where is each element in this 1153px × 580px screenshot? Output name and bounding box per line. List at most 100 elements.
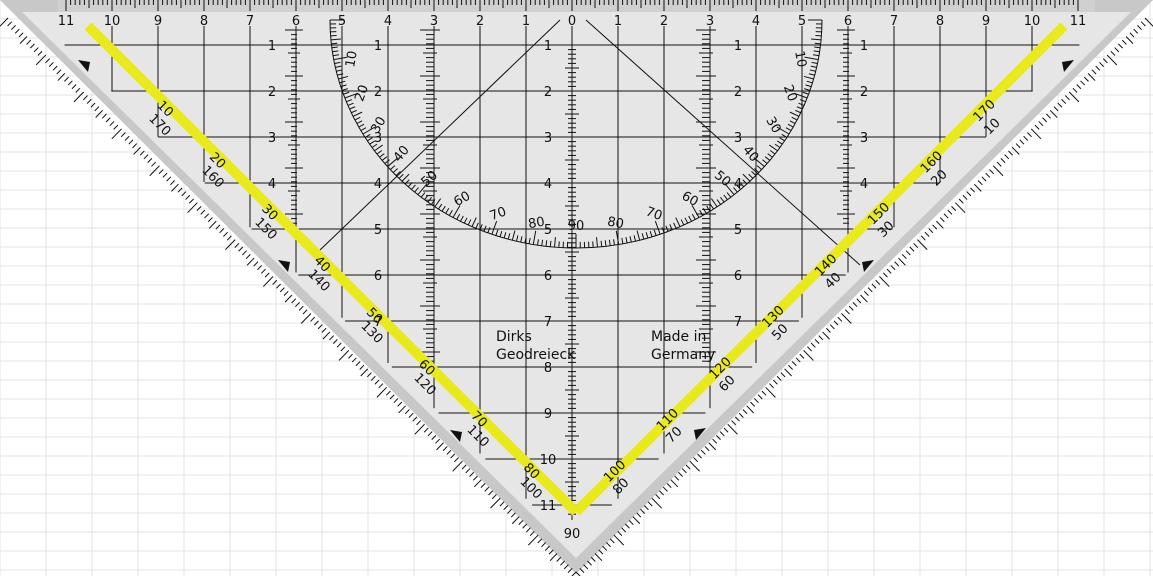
edge-tick [299, 306, 303, 310]
edge-tick [560, 561, 564, 565]
edge-tick [523, 524, 527, 528]
edge-tick [895, 262, 899, 266]
center-bottom-label: 90 [564, 527, 581, 542]
edge-tick [186, 195, 190, 199]
edge-tick [106, 118, 110, 122]
protractor-label: 10 [343, 50, 361, 69]
edge-tick [265, 273, 269, 277]
edge-tick [519, 520, 523, 524]
edge-tick [447, 450, 451, 454]
center-scale-label: 10 [540, 453, 557, 468]
outer-scale-label: 4 [860, 177, 868, 192]
edge-tick [492, 494, 496, 498]
protractor-tick [550, 241, 551, 247]
edge-tick [762, 391, 766, 395]
top-scale-label: 6 [844, 14, 852, 29]
edge-tick [360, 365, 364, 369]
edge-tick [667, 483, 671, 487]
edge-tick [769, 384, 773, 388]
edge-tick [280, 288, 284, 292]
edge-tick [917, 240, 927, 250]
edge-tick [295, 302, 299, 306]
edge-tick [682, 469, 686, 473]
edge-tick [1141, 22, 1145, 26]
edge-tick [285, 295, 292, 302]
edge-tick [538, 539, 542, 543]
edge-tick [576, 572, 586, 576]
edge-tick [713, 439, 717, 443]
edge-tick [876, 280, 880, 284]
center-scale-label: 11 [540, 499, 557, 514]
edge-tick [333, 339, 337, 343]
top-scale-label: 4 [752, 14, 760, 29]
edge-tick [133, 144, 137, 148]
inner-scale-label: 1 [374, 39, 382, 54]
top-scale-label: 8 [936, 14, 944, 29]
edge-tick [773, 380, 777, 384]
edge-tick [74, 92, 84, 102]
edge-tick [690, 461, 700, 471]
outer-scale-label: 1 [860, 39, 868, 54]
edge-tick [1118, 44, 1122, 48]
edge-tick [921, 236, 925, 240]
edge-tick [1031, 129, 1041, 139]
edge-tick [30, 44, 34, 48]
edge-tick [454, 458, 458, 462]
edge-tick [348, 354, 352, 358]
protractor-label: 80 [606, 215, 625, 233]
top-scale-label: 8 [200, 14, 208, 29]
edge-tick [220, 229, 224, 233]
edge-tick [112, 129, 122, 139]
edge-tick [1020, 140, 1024, 144]
edge-tick [1115, 48, 1119, 52]
edge-tick [603, 546, 607, 550]
edge-tick [375, 380, 379, 384]
center-scale-label: 1 [544, 39, 552, 54]
edge-tick [610, 539, 614, 543]
edge-tick [857, 299, 861, 303]
edge-tick [76, 88, 80, 92]
top-scale-label: 9 [982, 14, 990, 29]
protractor-label: 10 [791, 50, 809, 69]
edge-tick [322, 328, 326, 332]
edge-tick [1134, 29, 1138, 33]
edge-tick [694, 458, 698, 462]
edge-tick [435, 439, 439, 443]
center-scale-label: 6 [544, 269, 552, 284]
edge-tick [19, 33, 23, 37]
edge-tick [129, 140, 133, 144]
edge-tick [1043, 118, 1047, 122]
edge-tick [159, 169, 163, 173]
edge-tick [853, 302, 857, 306]
edge-tick [906, 251, 910, 255]
edge-tick [967, 192, 971, 196]
origin-line-1: Made in [651, 329, 706, 345]
edge-tick [1111, 51, 1115, 55]
edge-tick [948, 210, 952, 214]
top-scale-label: 9 [154, 14, 162, 29]
inner-scale-label: 7 [734, 315, 742, 330]
edge-tick [201, 210, 205, 214]
top-scale-label: 1 [522, 14, 530, 29]
edge-tick [151, 162, 155, 166]
edge-tick [1107, 55, 1117, 65]
edge-tick [356, 361, 360, 365]
edge-tick [750, 402, 754, 406]
edge-tick [11, 25, 15, 29]
edge-tick [261, 269, 265, 273]
edge-tick [1069, 92, 1079, 102]
edge-tick [622, 528, 626, 532]
edge-tick [125, 136, 129, 140]
edge-tick [936, 221, 943, 228]
edge-tick [68, 81, 72, 85]
edge-tick [542, 542, 546, 546]
top-scale-label: 1 [614, 14, 622, 29]
edge-tick [453, 461, 463, 471]
edge-tick [807, 347, 811, 351]
outer-scale-label: 1 [268, 39, 276, 54]
edge-tick [341, 347, 345, 351]
top-scale-label: 3 [706, 14, 714, 29]
edge-tick [339, 350, 349, 360]
